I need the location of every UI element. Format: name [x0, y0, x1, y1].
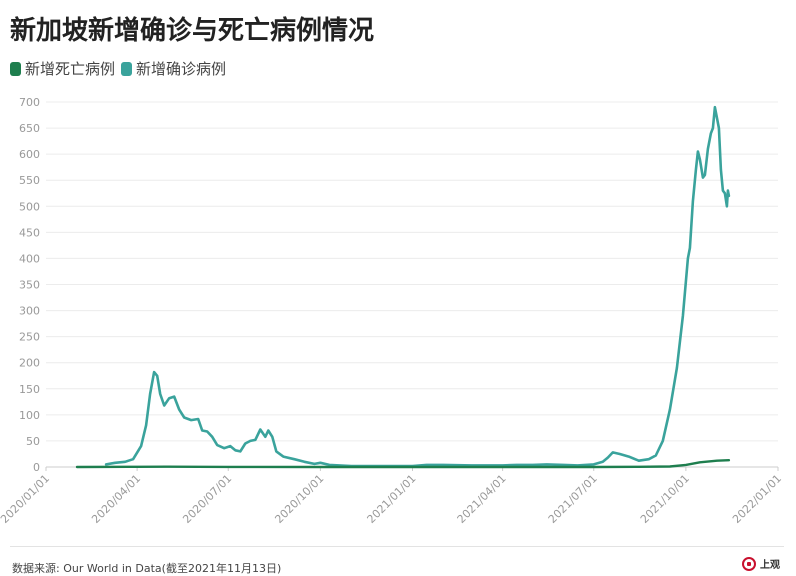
y-tick-label: 700 — [19, 96, 40, 109]
series-line-deaths — [75, 459, 731, 469]
x-tick-label: 2020/04/01 — [89, 472, 143, 526]
y-tick-label: 150 — [19, 383, 40, 396]
y-tick-label: 100 — [19, 409, 40, 422]
y-tick-label: 600 — [19, 148, 40, 161]
page-title: 新加坡新增确诊与死亡病例情况 — [10, 16, 375, 46]
y-tick-label: 300 — [19, 305, 40, 318]
y-tick-label: 350 — [19, 279, 40, 292]
logo-icon — [742, 556, 756, 571]
y-tick-label: 650 — [19, 122, 40, 135]
y-tick-label: 50 — [26, 435, 40, 448]
y-tick-label: 250 — [19, 331, 40, 344]
chart-legend: 新增死亡病例 新增确诊病例 — [10, 58, 232, 79]
x-tick-label: 2020/01/01 — [0, 472, 52, 526]
x-tick-label: 2021/01/01 — [365, 472, 419, 526]
x-tick-label: 2022/01/01 — [730, 472, 784, 526]
logo-text: 上观 — [760, 560, 780, 571]
y-tick-label: 0 — [33, 461, 40, 474]
y-tick-label: 450 — [19, 226, 40, 239]
y-tick-label: 500 — [19, 200, 40, 213]
x-tick-label: 2021/04/01 — [455, 472, 509, 526]
y-tick-label: 550 — [19, 174, 40, 187]
x-tick-label: 2021/10/01 — [638, 472, 692, 526]
y-tick-label: 200 — [19, 357, 40, 370]
legend-label-cases: 新增确诊病例 — [136, 60, 227, 78]
legend-swatch-deaths — [10, 61, 21, 76]
x-tick-label: 2020/07/01 — [180, 472, 234, 526]
legend-label-deaths: 新增死亡病例 — [25, 60, 116, 78]
source-note: 数据来源: Our World in Data(截至2021年11月13日) — [12, 562, 282, 575]
footer-divider — [10, 546, 784, 547]
x-tick-label: 2020/10/01 — [272, 472, 326, 526]
publisher-logo: 上观 — [742, 556, 780, 571]
legend-item-cases[interactable]: 新增确诊病例 — [121, 58, 226, 79]
y-tick-label: 400 — [19, 252, 40, 265]
legend-swatch-cases — [121, 61, 133, 76]
x-tick-label: 2021/07/01 — [546, 472, 600, 526]
series-line-cases — [104, 105, 731, 468]
legend-item-deaths[interactable]: 新增死亡病例 — [10, 58, 115, 79]
